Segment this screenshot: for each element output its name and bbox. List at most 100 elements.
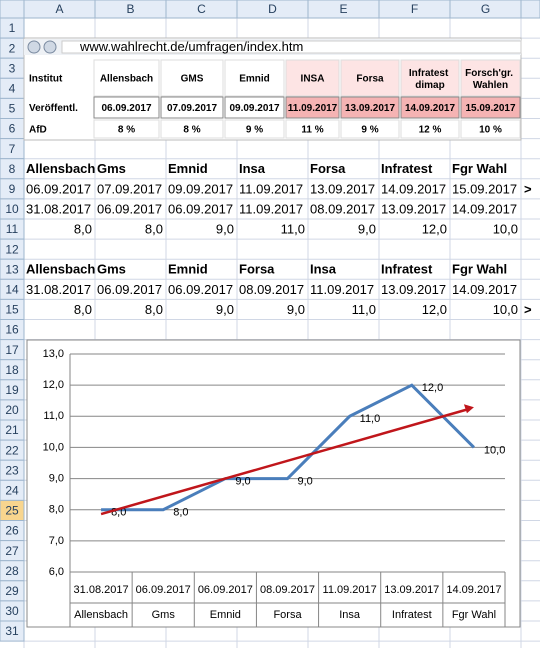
- row-header: 10: [5, 202, 19, 216]
- cell-text: 06.09.2017: [26, 181, 91, 196]
- cell-text: 11,0: [281, 221, 305, 236]
- poll-text: 14.09.2017: [405, 103, 455, 114]
- poll-cell: [160, 96, 224, 119]
- y-tick-label: 13,0: [43, 348, 64, 360]
- cell-text: 8,0: [74, 221, 92, 236]
- x-group-label: Infratest: [392, 609, 432, 621]
- poll-text: 11 %: [301, 125, 323, 136]
- poll-cell: [285, 96, 340, 119]
- y-tick-label: 12,0: [43, 379, 64, 391]
- row-header: 9: [9, 182, 16, 196]
- cell-text: Infratest: [381, 262, 433, 277]
- poll-text: 15.09.2017: [465, 103, 515, 114]
- column-header: G: [481, 2, 490, 16]
- row-header: 2: [9, 41, 16, 55]
- cell-text: 31.08.2017: [26, 282, 91, 297]
- x-tick-label: 11.09.2017: [323, 584, 377, 596]
- column-header: C: [197, 2, 206, 16]
- x-group-label: Allensbach: [74, 609, 128, 621]
- y-tick-label: 6,0: [49, 566, 64, 578]
- poll-cell: [285, 59, 340, 97]
- cell-text: 11,0: [352, 302, 376, 317]
- cell-text: 13.09.2017: [310, 181, 375, 196]
- x-tick-label: 13.09.2017: [384, 584, 439, 596]
- cell-text: Fgr Wahl: [452, 161, 507, 176]
- column-header-bar: [0, 0, 540, 19]
- row-header: 4: [9, 82, 16, 96]
- row-header: 22: [5, 443, 19, 457]
- x-group-label: Fgr Wahl: [452, 609, 496, 621]
- x-group-label: Forsa: [273, 609, 302, 621]
- row-header: 8: [9, 162, 16, 176]
- series-line: [101, 383, 475, 512]
- poll-text: 06.09.2017: [101, 103, 151, 114]
- row-header: 13: [5, 262, 19, 276]
- cell-text: Gms: [97, 262, 126, 277]
- poll-text: Veröffentl.: [29, 103, 78, 114]
- cell-text: Infratest: [381, 161, 433, 176]
- cell-text: 9,0: [287, 302, 305, 317]
- data-label: 9,0: [235, 475, 250, 487]
- row-header: 1: [9, 21, 16, 35]
- column-header: D: [268, 2, 277, 16]
- poll-cell: [224, 59, 285, 97]
- cell-text: Allensbach: [26, 262, 95, 277]
- y-tick-label: 8,0: [49, 504, 64, 516]
- data-label: 11,0: [360, 413, 381, 425]
- poll-text: 8 %: [118, 125, 135, 136]
- cell-text: 11.09.2017: [239, 201, 303, 216]
- cell-text: >: [524, 181, 532, 196]
- cell-text: 11.09.2017: [310, 282, 374, 297]
- row-header: 19: [5, 383, 19, 397]
- cell-text: 14.09.2017: [381, 181, 446, 196]
- row-header: 3: [9, 61, 16, 75]
- trendline: [100, 408, 469, 516]
- cell-text: 8,0: [145, 302, 163, 317]
- cell-text: 9,0: [216, 302, 234, 317]
- poll-cell: [224, 119, 285, 139]
- cell-text: >: [524, 302, 532, 317]
- row-header: 14: [5, 283, 19, 297]
- row-header: 25: [5, 504, 19, 518]
- poll-text: Institut: [29, 74, 63, 85]
- cell-text: 31.08.2017: [26, 201, 91, 216]
- cell-text: 08.09.2017: [239, 282, 304, 297]
- cell-text: 8,0: [74, 302, 92, 317]
- row-header: 5: [9, 102, 16, 116]
- data-label: 8,0: [173, 507, 188, 519]
- poll-text: 8 %: [183, 125, 200, 136]
- poll-cell: [400, 119, 460, 139]
- cell-text: Emnid: [168, 262, 208, 277]
- poll-cell: [93, 96, 160, 119]
- forward-button: [43, 40, 57, 54]
- cell-text: 06.09.2017: [97, 282, 162, 297]
- cell-text: 10,0: [493, 221, 518, 236]
- row-header: 12: [5, 242, 19, 256]
- poll-text: INSA: [301, 74, 325, 85]
- poll-cell: [93, 59, 160, 97]
- poll-cell: [93, 119, 160, 139]
- cell-text: 15.09.2017: [452, 181, 517, 196]
- cell-text: 11.09.2017: [239, 181, 303, 196]
- y-tick-label: 11,0: [43, 410, 64, 422]
- back-button: [27, 40, 41, 54]
- row-header: 16: [5, 323, 19, 337]
- cell-text: 13.09.2017: [381, 282, 446, 297]
- row-header: 27: [5, 544, 19, 558]
- poll-cell: [460, 96, 521, 119]
- poll-text: 07.09.2017: [167, 103, 217, 114]
- row-header: 11: [6, 222, 19, 236]
- poll-text: GMS: [181, 74, 204, 85]
- row-header: 17: [5, 343, 19, 357]
- poll-cell: [340, 96, 400, 119]
- poll-text: AfD: [29, 125, 47, 136]
- x-tick-label: 31.08.2017: [74, 584, 129, 596]
- row-header: 31: [5, 624, 19, 638]
- poll-cell: [285, 119, 340, 139]
- cell-text: Insa: [239, 161, 266, 176]
- row-header-cell: [0, 620, 25, 642]
- cell-text: 14.09.2017: [452, 282, 517, 297]
- row-header: 18: [5, 363, 19, 377]
- cell-text: 07.09.2017: [97, 181, 162, 196]
- cell-text: 06.09.2017: [97, 201, 162, 216]
